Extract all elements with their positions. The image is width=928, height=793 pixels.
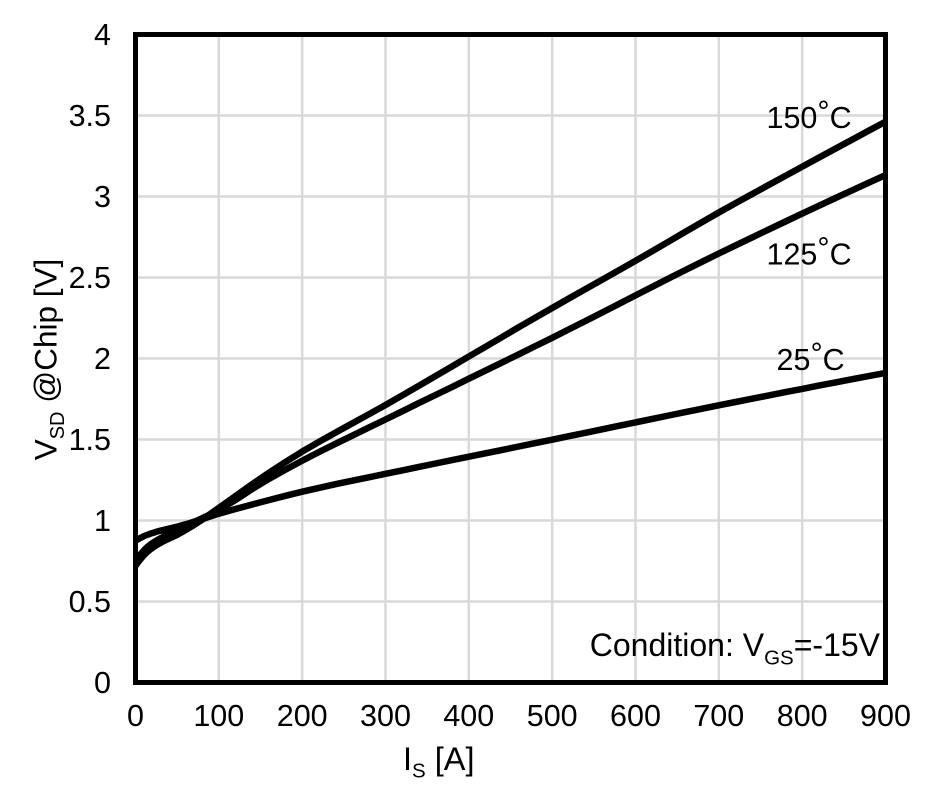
svg-text:100: 100 (193, 699, 244, 733)
svg-text:700: 700 (693, 699, 744, 733)
svg-text:3.5: 3.5 (69, 99, 111, 133)
svg-text:125°C: 125°C (767, 232, 852, 272)
svg-text:400: 400 (443, 699, 494, 733)
svg-text:4: 4 (94, 18, 111, 52)
svg-text:800: 800 (777, 699, 828, 733)
svg-text:900: 900 (860, 699, 911, 733)
svg-text:0.5: 0.5 (69, 585, 111, 619)
svg-text:500: 500 (527, 699, 578, 733)
svg-text:Condition: VGS=-15V: Condition: VGS=-15V (590, 627, 881, 670)
svg-text:25°C: 25°C (777, 337, 845, 377)
svg-text:200: 200 (277, 699, 328, 733)
svg-text:0: 0 (94, 666, 111, 700)
svg-text:300: 300 (360, 699, 411, 733)
svg-text:0: 0 (127, 699, 144, 733)
svg-text:150°C: 150°C (767, 95, 852, 135)
svg-text:2.5: 2.5 (69, 261, 111, 295)
svg-text:3: 3 (94, 180, 111, 214)
svg-text:IS [A]: IS [A] (403, 741, 475, 783)
svg-text:600: 600 (610, 699, 661, 733)
svg-text:1.5: 1.5 (69, 423, 111, 457)
svg-text:VSD @Chip [V]: VSD @Chip [V] (28, 259, 70, 461)
svg-text:1: 1 (94, 504, 111, 538)
svg-text:2: 2 (94, 342, 111, 376)
